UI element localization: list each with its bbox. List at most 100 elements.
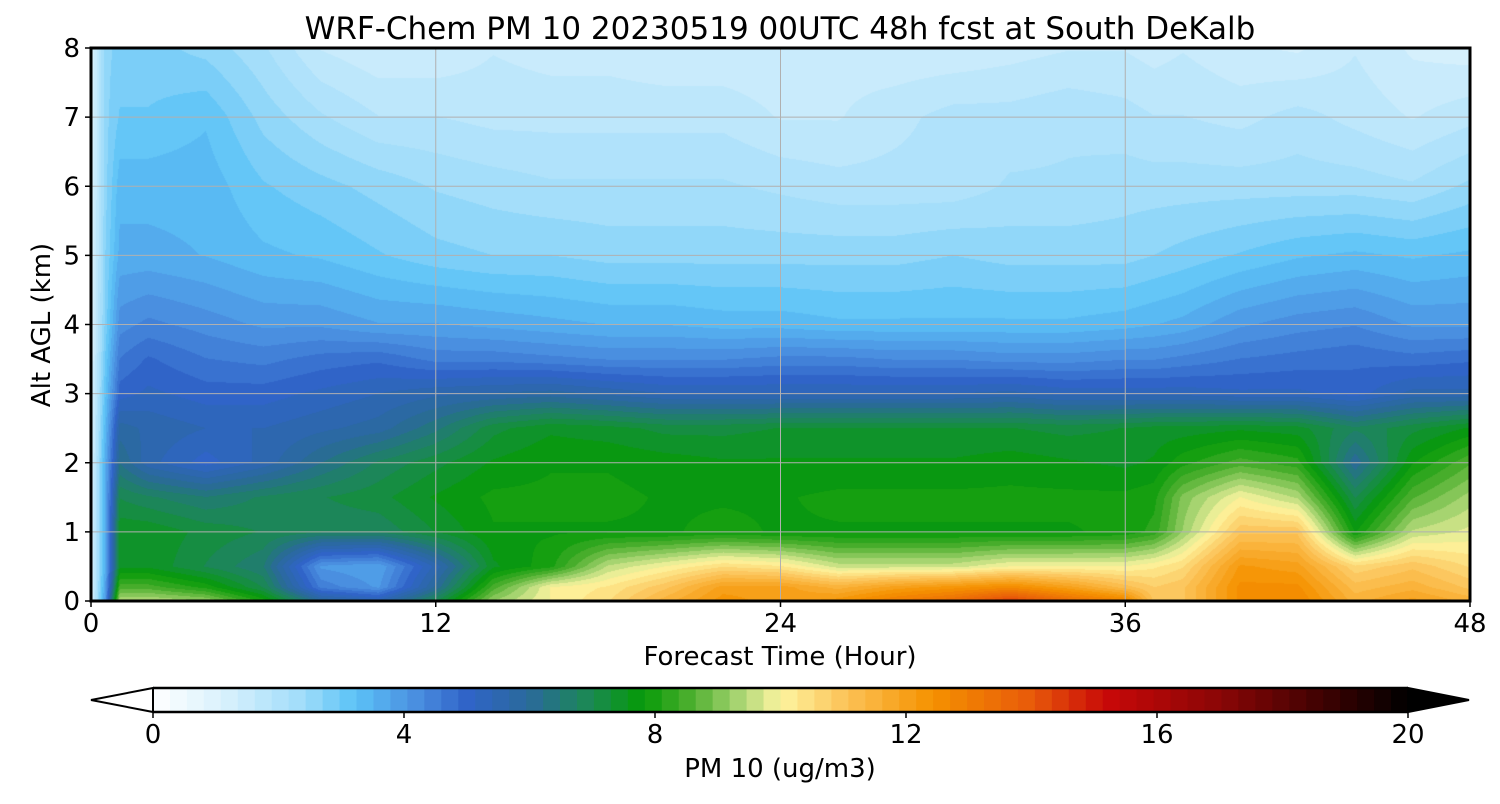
y-tick-label: 3: [63, 380, 80, 410]
colorbar-ticks: 0 4 8 12 16 20: [145, 712, 1425, 750]
colorbar-segment: [237, 688, 256, 712]
x-tick-label: 36: [1109, 609, 1142, 639]
colorbar-segment: [780, 688, 799, 712]
colorbar-segment: [560, 688, 578, 712]
colorbar-segment: [814, 688, 832, 712]
colorbar-segment: [627, 688, 646, 712]
colorbar-segment: [1136, 688, 1155, 712]
x-axis-label: Forecast Time (Hour): [643, 642, 916, 672]
colorbar-tick-label: 8: [647, 720, 664, 750]
y-tick-label: 7: [63, 103, 80, 133]
colorbar-segment: [288, 688, 307, 712]
colorbar-segment: [1323, 688, 1341, 712]
colorbar-segment: [950, 688, 968, 712]
colorbar-segment: [475, 688, 493, 712]
colorbar-segment: [1340, 688, 1358, 712]
colorbar-segment: [695, 688, 714, 712]
colorbar-segment: [1051, 688, 1070, 712]
grid-lines: [91, 48, 1470, 601]
colorbar-segment: [1238, 688, 1256, 712]
x-tick-label: 24: [764, 609, 797, 639]
colorbar-segment: [712, 688, 731, 712]
colorbar-segment: [339, 688, 358, 712]
y-tick-label: 4: [63, 311, 80, 341]
x-tick-label: 0: [83, 609, 100, 639]
colorbar-segment: [882, 688, 900, 712]
colorbar-segment: [1289, 688, 1307, 712]
colorbar-segment: [678, 688, 697, 712]
colorbar-segment: [576, 688, 595, 712]
colorbar-segment: [1391, 688, 1409, 712]
y-tick-label: 8: [63, 34, 80, 64]
colorbar-segment: [441, 688, 459, 712]
colorbar-extend-min: [90, 686, 154, 714]
colorbar-extend-max: [1407, 686, 1470, 714]
colorbar-segment: [543, 688, 561, 712]
chart-title: WRF-Chem PM 10 20230519 00UTC 48h fcst a…: [305, 11, 1256, 47]
colorbar-segment: [865, 688, 883, 712]
colorbar-segment: [153, 688, 171, 712]
colorbar-segment: [458, 688, 476, 712]
y-axis: 0 1 2 3 4 5 6 7 8: [63, 34, 91, 617]
colorbar-segment: [509, 688, 527, 712]
colorbar-segment: [390, 688, 408, 712]
y-axis-label: Alt AGL (km): [27, 243, 57, 407]
colorbar-segment: [933, 688, 951, 712]
x-tick-label: 12: [419, 609, 452, 639]
colorbar-segment: [1119, 688, 1138, 712]
colorbar-segment: [322, 688, 341, 712]
colorbar-segment: [271, 688, 290, 712]
y-tick-label: 2: [63, 449, 80, 479]
colorbar-segment: [407, 688, 425, 712]
colorbar-segment: [1187, 688, 1206, 712]
colorbar-segment: [1272, 688, 1290, 712]
colorbar-segment: [1068, 688, 1087, 712]
colorbar-segment: [899, 688, 917, 712]
colorbar-tick-label: 12: [889, 720, 922, 750]
colorbar-segment: [1255, 688, 1273, 712]
colorbar-segment: [1221, 688, 1240, 712]
colorbar-segment: [661, 688, 680, 712]
colorbar-segment: [610, 688, 629, 712]
colorbar-segment: [169, 688, 188, 712]
y-tick-label: 1: [63, 518, 80, 548]
colorbar-segment: [1034, 688, 1053, 712]
colorbar-segment: [746, 688, 765, 712]
colorbar-segment: [729, 688, 748, 712]
colorbar-segment: [424, 688, 442, 712]
colorbar-label: PM 10 (ug/m3): [684, 754, 876, 784]
colorbar-segment: [797, 688, 816, 712]
colorbar-segment: [831, 688, 849, 712]
colorbar-tick-label: 16: [1140, 720, 1173, 750]
colorbar-segment: [526, 688, 544, 712]
colorbar-segment: [763, 688, 782, 712]
colorbar-segment: [984, 688, 1002, 712]
colorbar-segment: [1017, 688, 1036, 712]
colorbar-segment: [1306, 688, 1324, 712]
colorbar: [90, 686, 1470, 714]
y-tick-label: 6: [63, 172, 80, 202]
colorbar-segment: [1102, 688, 1121, 712]
colorbar-segment: [305, 688, 324, 712]
colorbar-segment: [356, 688, 375, 712]
colorbar-segment: [1374, 688, 1392, 712]
y-tick-label: 0: [63, 587, 80, 617]
colorbar-segment: [1170, 688, 1189, 712]
colorbar-tick-label: 4: [396, 720, 413, 750]
colorbar-segment: [373, 688, 392, 712]
colorbar-segment: [220, 688, 239, 712]
colorbar-segment: [203, 688, 222, 712]
x-axis: 0 12 24 36 48: [83, 601, 1487, 639]
colorbar-segment: [254, 688, 273, 712]
colorbar-segment: [967, 688, 985, 712]
x-tick-label: 48: [1453, 609, 1486, 639]
colorbar-segment: [1085, 688, 1104, 712]
colorbar-segment: [1153, 688, 1172, 712]
y-tick-label: 5: [63, 241, 80, 271]
colorbar-segment: [186, 688, 205, 712]
colorbar-segment: [916, 688, 934, 712]
colorbar-segment: [1000, 688, 1019, 712]
colorbar-tick-label: 0: [145, 720, 162, 750]
